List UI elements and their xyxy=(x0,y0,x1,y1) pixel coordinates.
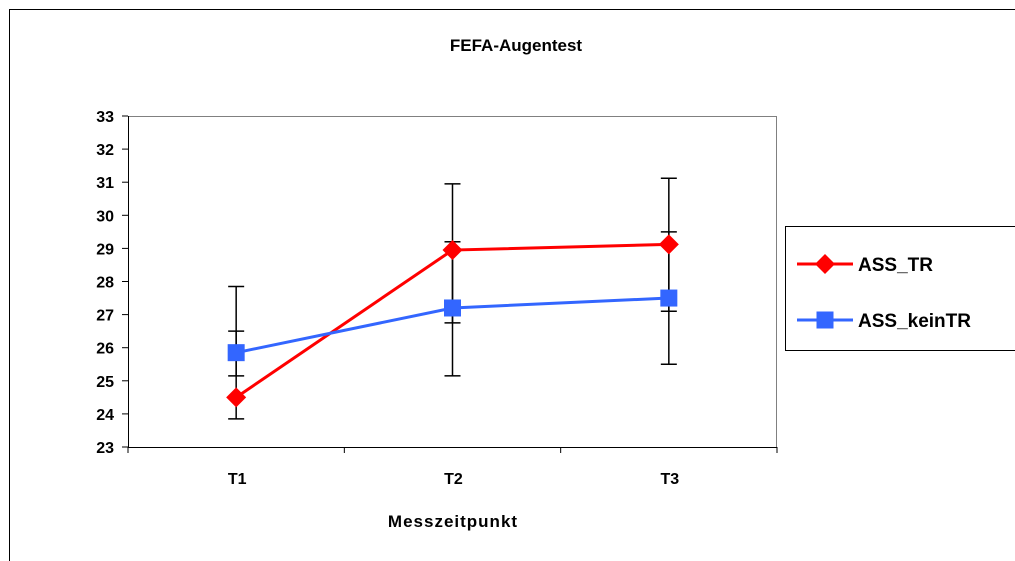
chart-area-border xyxy=(9,9,1015,561)
x-ticks: T1 T2 T3 xyxy=(127,447,778,488)
data-point xyxy=(444,299,461,317)
legend-label: ASS_TR xyxy=(858,255,933,276)
legend: ASS_TR ASS_keinTR xyxy=(785,226,1015,351)
legend-marker xyxy=(815,254,835,274)
y-tick-label: 24 xyxy=(96,407,114,424)
y-tick-label: 30 xyxy=(96,208,114,225)
y-tick-label: 28 xyxy=(96,275,114,292)
data-point xyxy=(660,289,678,307)
legend-box xyxy=(785,226,1015,351)
x-tick-label: T1 xyxy=(228,471,247,488)
error-bars xyxy=(228,177,677,420)
data-point xyxy=(226,387,247,408)
x-tick-label: T3 xyxy=(660,471,679,488)
y-tick-label: 32 xyxy=(96,142,114,159)
x-tick-label: T2 xyxy=(444,471,463,488)
y-tick-label: 23 xyxy=(96,440,114,457)
data-point xyxy=(658,234,679,255)
legend-marker xyxy=(816,311,834,329)
data-point xyxy=(227,344,245,362)
y-tick-label: 33 xyxy=(96,109,114,126)
data-markers xyxy=(226,234,679,408)
axes xyxy=(128,116,777,448)
y-tick-label: 25 xyxy=(96,374,114,391)
y-tick-label: 26 xyxy=(96,341,114,358)
chart-title: FEFA-Augentest xyxy=(450,36,583,55)
data-point xyxy=(442,240,463,261)
y-tick-label: 27 xyxy=(96,308,114,325)
legend-label: ASS_keinTR xyxy=(858,311,971,332)
x-axis-title: Messzeitpunkt xyxy=(388,512,518,531)
y-ticks: 23 24 25 26 27 28 29 30 31 32 33 xyxy=(96,109,128,457)
y-tick-label: 29 xyxy=(96,241,114,258)
y-tick-label: 31 xyxy=(96,175,114,192)
